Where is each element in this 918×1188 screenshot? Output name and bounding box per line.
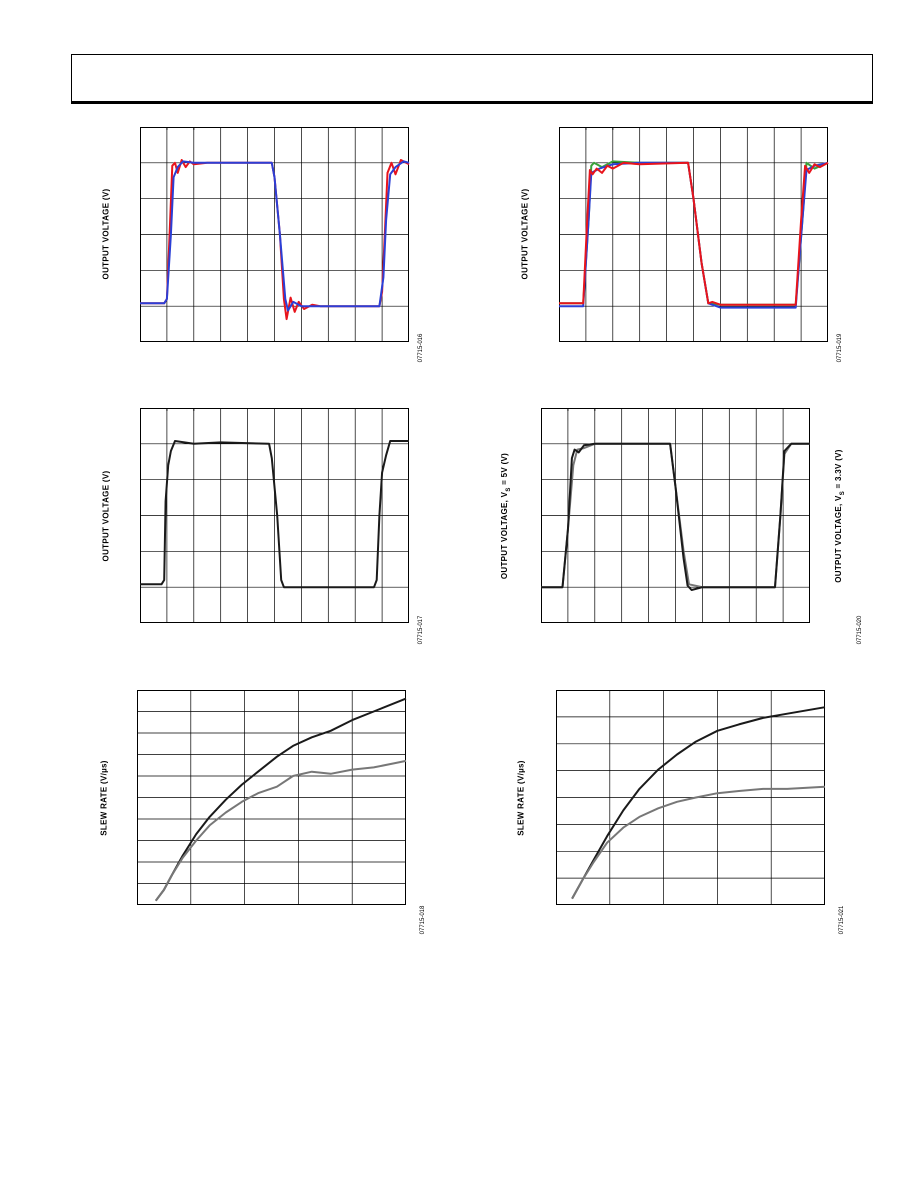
series-line-1 xyxy=(571,706,826,900)
chart-1-code: 07715-016 xyxy=(418,333,424,363)
chart-3-code: 07715-017 xyxy=(418,615,424,645)
series-line-3 xyxy=(559,161,829,306)
series-line-2 xyxy=(571,785,826,900)
chart-5-ylabel: SLEW RATE (V/µs) xyxy=(99,760,109,836)
chart-5 xyxy=(137,690,407,905)
chart-4-ylabel-right: OUTPUT VOLTAGE, VS = 3.3V (V) xyxy=(834,449,846,583)
chart-2-code: 07715-019 xyxy=(837,333,843,363)
chart-1-ylabel: OUTPUT VOLTAGE (V) xyxy=(101,188,111,280)
chart-5-code: 07715-018 xyxy=(420,905,426,935)
chart-2 xyxy=(559,127,829,342)
chart-2-ylabel: OUTPUT VOLTAGE (V) xyxy=(520,188,530,280)
series-line-1 xyxy=(140,440,409,589)
chart-4 xyxy=(541,408,810,623)
series-line-2 xyxy=(140,160,410,312)
series-line-2 xyxy=(154,759,407,902)
chart-4-ylabel-left-tail: = 5V (V) xyxy=(500,452,510,488)
chart-6-code: 07715-021 xyxy=(839,905,845,935)
chart-6 xyxy=(556,690,826,905)
chart-3 xyxy=(140,408,409,623)
chart-4-ylabel-left-main: OUTPUT VOLTAGE, V xyxy=(500,491,510,580)
chart-4-ylabel-right-tail: = 3.3V (V) xyxy=(834,449,844,491)
series-line-2 xyxy=(541,442,810,591)
chart-3-ylabel: OUTPUT VOLTAGE (V) xyxy=(101,470,111,562)
page-header xyxy=(71,54,873,102)
chart-6-ylabel: SLEW RATE (V/µs) xyxy=(516,760,526,836)
chart-4-ylabel-left: OUTPUT VOLTAGE, VS = 5V (V) xyxy=(500,453,512,579)
chart-1 xyxy=(140,127,410,342)
header-rule xyxy=(71,102,873,104)
chart-4-ylabel-left-sub: S xyxy=(505,487,512,492)
chart-4-ylabel-right-sub: S xyxy=(839,490,846,496)
chart-4-ylabel-right-main: OUTPUT VOLTAGE, V xyxy=(834,495,844,583)
chart-4-code: 07715-020 xyxy=(857,615,863,645)
